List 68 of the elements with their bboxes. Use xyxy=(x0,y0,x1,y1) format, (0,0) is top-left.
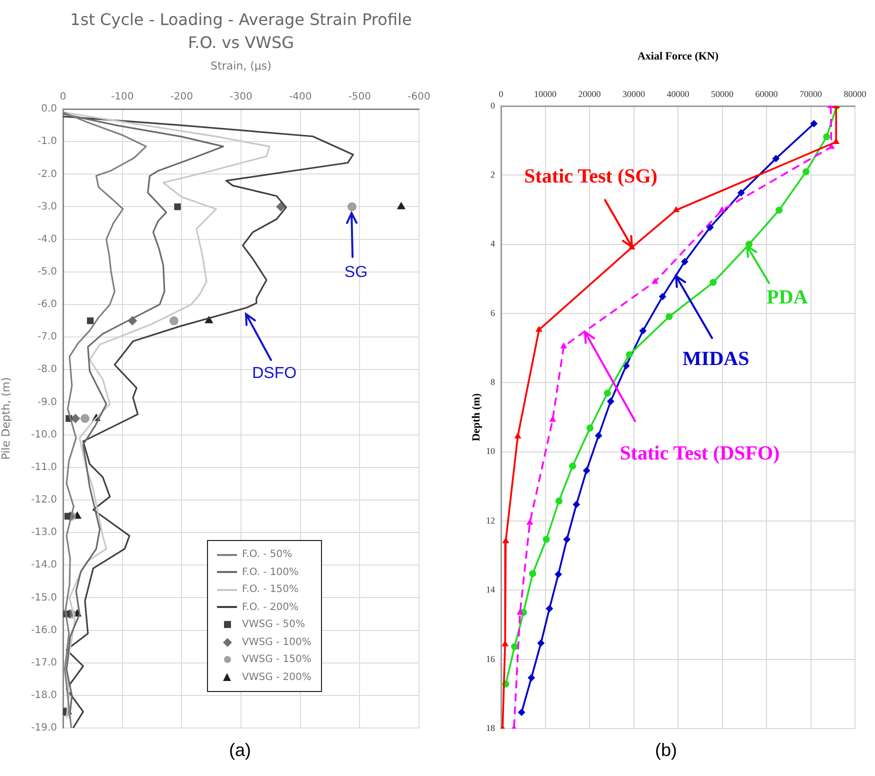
y-tick-label: 18 xyxy=(486,722,496,733)
legend-label: VWSG - 100% xyxy=(242,636,312,648)
y-tick-label: 4 xyxy=(490,238,496,249)
annotation: SG xyxy=(344,264,368,282)
x-tick-label: -100 xyxy=(110,92,134,103)
y-tick-label: -19.0 xyxy=(31,722,57,734)
y-tick-label: -15.0 xyxy=(31,592,57,604)
x-tick-label: 80000 xyxy=(844,88,867,99)
text: (a) xyxy=(228,740,252,761)
y-tick-label: -5.0 xyxy=(37,266,57,278)
y-tick-label: 10 xyxy=(486,446,496,456)
legend-label: VWSG - 150% xyxy=(242,654,312,666)
text: MIDAS xyxy=(682,348,750,370)
legend-label: F.O. - 50% xyxy=(242,549,292,560)
legend-label: F.O. - 100% xyxy=(242,566,299,578)
x-tick-label: 0 xyxy=(498,88,504,99)
y-tick-label: 2 xyxy=(490,170,495,180)
x-tick-label: -200 xyxy=(170,92,194,103)
y-tick-label: -16.0 xyxy=(31,624,57,636)
x-tick-label: 10000 xyxy=(534,88,557,99)
legend-label: F.O. - 200% xyxy=(242,602,299,613)
legend-label: VWSG - 200% xyxy=(242,672,312,683)
y-tick-label: -17.0 xyxy=(31,657,57,668)
x-tick-label: 40000 xyxy=(666,88,690,99)
y-tick-label: -6.0 xyxy=(37,299,57,310)
x-tick-label: -400 xyxy=(288,92,312,103)
x-axis-title: Axial Force (KN) xyxy=(637,50,719,62)
x-axis-title: Strain, (µs) xyxy=(210,59,272,72)
legend-label: PDA xyxy=(766,286,808,308)
y-tick-label: 6 xyxy=(490,308,496,318)
y-axis-title: Pile Depth, (m) xyxy=(0,377,12,460)
x-tick-label: 30000 xyxy=(622,88,646,99)
x-tick-label: 50000 xyxy=(711,88,734,99)
y-tick-label: -13.0 xyxy=(31,527,57,538)
y-tick-label: 12 xyxy=(486,515,495,526)
y-tick-label: -11.0 xyxy=(31,462,57,473)
y-axis-title: Depth (m) xyxy=(470,392,482,442)
y-tick-label: 16 xyxy=(486,654,496,664)
text: (b) xyxy=(654,740,678,761)
y-tick-label: 0.0 xyxy=(41,104,57,115)
legend-label: VWSG - 50% xyxy=(242,619,306,630)
x-tick-label: 60000 xyxy=(755,88,778,99)
chart-title: 1st Cycle - Loading - Average Strain Profile xyxy=(69,10,413,29)
y-tick-label: -1.0 xyxy=(37,136,57,148)
y-tick-label: -18.0 xyxy=(31,690,57,702)
y-tick-label: -8.0 xyxy=(37,364,57,376)
annotation: DSFO xyxy=(252,365,297,382)
legend-label: F.O. - 150% xyxy=(242,584,299,596)
y-tick-label: -7.0 xyxy=(37,332,57,343)
chart-subtitle: F.O. vs VWSG xyxy=(186,33,296,52)
y-tick-label: -3.0 xyxy=(37,201,57,212)
x-tick-label: -600 xyxy=(408,92,430,103)
x-tick-label: 20000 xyxy=(578,88,602,99)
y-tick-label: -9.0 xyxy=(37,396,57,408)
x-tick-label: 0 xyxy=(60,92,66,103)
y-tick-label: -12.0 xyxy=(31,494,57,506)
x-tick-label: 70000 xyxy=(800,88,822,99)
series-label: Static Test (SG) xyxy=(524,166,658,188)
y-tick-label: 0 xyxy=(490,100,496,110)
text: Static Test (DSFO) xyxy=(620,442,780,465)
x-tick-label: -500 xyxy=(348,92,372,103)
y-tick-label: -4.0 xyxy=(37,234,57,245)
y-tick-label: -2.0 xyxy=(37,168,57,180)
y-tick-label: -10.0 xyxy=(31,429,57,440)
x-tick-label: -300 xyxy=(230,92,252,103)
y-tick-label: 8 xyxy=(490,377,496,388)
y-tick-label: 14 xyxy=(486,584,496,595)
y-tick-label: -14.0 xyxy=(31,560,57,571)
